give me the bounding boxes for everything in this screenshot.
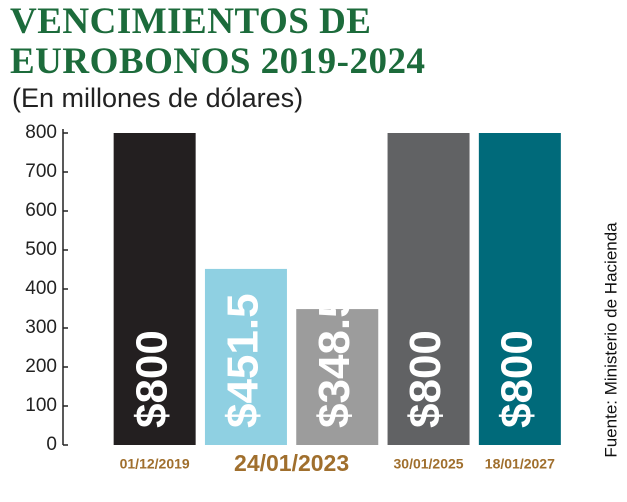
- x-tick-label: 18/01/2027: [485, 456, 555, 472]
- y-tick-label: 200: [25, 356, 57, 377]
- value-label: $348.5: [310, 293, 359, 428]
- y-tick-label: 800: [25, 122, 57, 143]
- y-tick-label: 400: [25, 278, 57, 299]
- y-tick-label: 600: [25, 200, 57, 221]
- value-label: $800: [492, 330, 541, 428]
- source-note: Fuente: Ministerio de Hacienda: [601, 222, 620, 458]
- x-tick-label: 30/01/2025: [394, 456, 464, 472]
- x-tick-label: 01/12/2019: [120, 456, 190, 472]
- bar: [204, 268, 287, 445]
- bar: [113, 133, 196, 445]
- x-tick-label: 24/01/2023: [234, 450, 349, 476]
- y-tick-label: 0: [46, 434, 57, 455]
- bar: [296, 309, 379, 445]
- value-label: $800: [401, 330, 450, 428]
- bar: [478, 133, 561, 445]
- y-tick-label: 700: [25, 161, 57, 182]
- bar: [387, 133, 470, 445]
- y-tick-label: 500: [25, 239, 57, 260]
- value-label: $451.5: [219, 293, 268, 428]
- value-label: $800: [127, 330, 176, 428]
- y-tick-label: 100: [25, 395, 57, 416]
- chart-subtitle: (En millones de dólares): [12, 83, 304, 113]
- chart-title: VENCIMIENTOS DE EUROBONOS 2019-2024: [10, 1, 426, 82]
- y-tick-label: 300: [25, 317, 57, 338]
